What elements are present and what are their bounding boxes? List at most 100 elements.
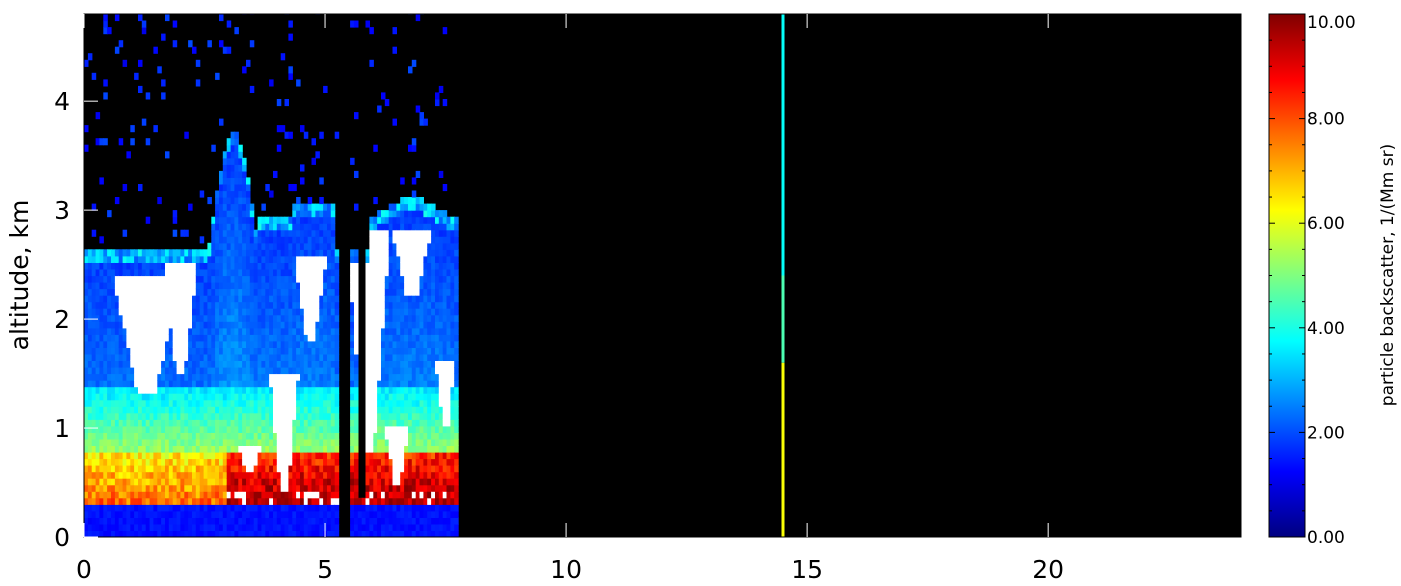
heatmap-cell (226, 465, 232, 473)
heatmap-cell (415, 347, 421, 355)
heatmap-cell (273, 393, 278, 401)
heatmap-cell (404, 399, 409, 407)
heatmap-cell (91, 269, 97, 277)
heatmap-cell (300, 255, 305, 263)
heatmap-cell (165, 517, 170, 525)
heatmap-cell (114, 445, 120, 453)
heatmap-cell (350, 438, 355, 446)
heatmap-cell (400, 223, 405, 231)
heatmap-cell (415, 203, 421, 211)
heatmap-cell (222, 170, 228, 178)
heatmap-cell (207, 373, 212, 381)
heatmap-cell (330, 478, 336, 486)
heatmap-cell (91, 478, 97, 486)
heatmap-cell (261, 275, 266, 283)
heatmap-cell (334, 321, 340, 329)
heatmap-cell (315, 517, 320, 525)
heatmap-cell (438, 229, 444, 237)
heatmap-cell (238, 347, 243, 355)
heatmap-cell (377, 452, 382, 460)
heatmap-cell (454, 478, 459, 486)
heatmap-cell (126, 510, 131, 518)
heatmap-cell (265, 406, 270, 414)
heatmap-cell (126, 438, 131, 446)
heatmap-cell (222, 465, 228, 473)
heatmap-cell (84, 262, 89, 270)
heatmap-cell (211, 530, 216, 537)
heatmap-cell (408, 523, 413, 531)
heatmap-cell (315, 373, 320, 381)
heatmap-cell (280, 275, 286, 283)
heatmap-cell (226, 177, 232, 185)
heatmap-cell (373, 340, 378, 348)
heatmap-cell (126, 288, 131, 296)
heatmap-cell (114, 497, 120, 505)
heatmap-cell (423, 497, 428, 505)
heatmap-cell (211, 216, 216, 224)
heatmap-cell (103, 438, 108, 446)
heatmap-cell (404, 203, 409, 211)
heatmap-cell (207, 438, 212, 446)
heatmap-cell (211, 458, 216, 466)
heatmap-cell (253, 458, 259, 466)
heatmap-cell (350, 308, 355, 316)
heatmap-cell (288, 491, 293, 499)
heatmap-cell (238, 334, 243, 342)
heatmap-cell (438, 530, 444, 537)
heatmap-cell (226, 184, 232, 192)
heatmap-cell (315, 269, 320, 277)
heatmap-cell (365, 288, 370, 296)
heatmap-cell (284, 223, 289, 231)
heatmap-cell (234, 210, 239, 218)
heatmap-cell (242, 301, 247, 309)
heatmap-cell (319, 347, 324, 355)
heatmap-cell (211, 517, 216, 525)
heatmap-cell (423, 203, 428, 211)
heatmap-cell (411, 393, 417, 401)
heatmap-cell (257, 262, 263, 270)
heatmap-cell (211, 223, 216, 231)
heatmap-cell (292, 425, 297, 433)
heatmap-cell (330, 517, 336, 525)
heatmap-cell (334, 399, 340, 407)
heatmap-cell (141, 314, 147, 322)
heatmap-cell (99, 393, 104, 401)
heatmap-cell (99, 510, 104, 518)
heatmap-cell (300, 164, 305, 172)
heatmap-cell (176, 269, 182, 277)
heatmap-cell (303, 216, 309, 224)
heatmap-cell (315, 425, 320, 433)
heatmap-cell (234, 360, 239, 368)
heatmap-cell (230, 340, 236, 348)
heatmap-cell (141, 517, 147, 525)
heatmap-cell (273, 334, 278, 342)
heatmap-cell (450, 216, 455, 224)
heatmap-cell (408, 504, 413, 512)
heatmap-cell (269, 334, 274, 342)
heatmap-cell (95, 353, 101, 361)
heatmap-cell (400, 203, 405, 211)
heatmap-cell (450, 223, 455, 231)
heatmap-cell (246, 360, 251, 368)
heatmap-cell (84, 144, 89, 152)
heatmap-cell (354, 301, 359, 309)
heatmap-cell (438, 380, 444, 388)
heatmap-cell (408, 203, 413, 211)
heatmap-cell (126, 432, 131, 440)
heatmap-cell (130, 497, 135, 505)
heatmap-cell (242, 157, 247, 165)
heatmap-cell (411, 367, 417, 375)
heatmap-cell (307, 216, 313, 224)
heatmap-cell (408, 412, 413, 420)
heatmap-cell (211, 269, 216, 277)
heatmap-cell (438, 321, 444, 329)
heatmap-cell (199, 458, 205, 466)
heatmap-cell (207, 517, 212, 525)
heatmap-cell (354, 321, 359, 329)
heatmap-cell (296, 210, 301, 218)
heatmap-cell (438, 465, 444, 473)
heatmap-cell (261, 249, 266, 257)
heatmap-cell (411, 59, 417, 67)
heatmap-cell (276, 308, 282, 316)
heatmap-cell (296, 432, 301, 440)
